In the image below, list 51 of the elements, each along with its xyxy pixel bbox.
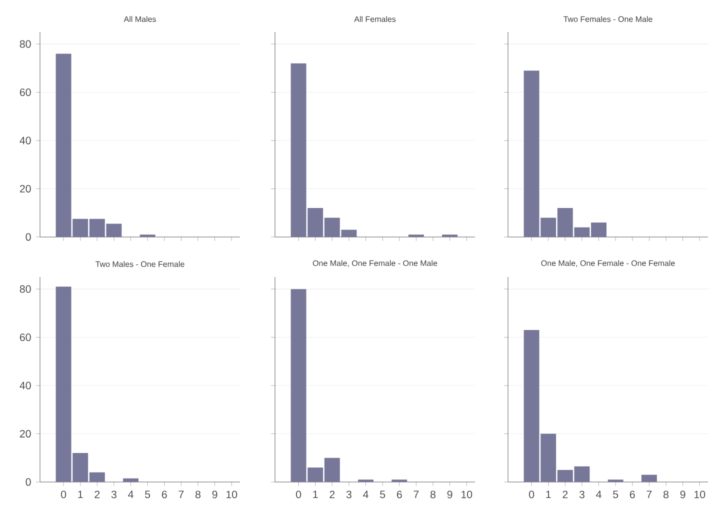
x-tick-label: 9 (447, 490, 452, 498)
chart-title: One Male, One Female - One Male (312, 260, 438, 267)
x-tick-label: 3 (346, 490, 352, 498)
bar (123, 478, 138, 482)
x-tick-label: 5 (613, 490, 618, 498)
x-tick-label: 1 (313, 490, 318, 498)
x-tick-label: 3 (111, 490, 116, 498)
x-tick-label: 0 (296, 490, 302, 498)
x-tick-label: 2 (562, 490, 568, 498)
x-tick-label: 7 (646, 490, 652, 498)
x-tick-label: 1 (78, 490, 83, 498)
chart-title: One Male, One Female - One Female (541, 260, 675, 267)
x-tick-label: 9 (212, 490, 218, 498)
y-tick-label: 0 (26, 233, 31, 241)
x-tick-label: 8 (430, 490, 436, 498)
x-tick-label: 9 (680, 490, 686, 498)
x-tick-label: 1 (546, 490, 551, 498)
chart-title: All Females (354, 16, 396, 22)
x-tick-label: 0 (60, 490, 66, 498)
y-tick-label: 20 (20, 430, 31, 438)
x-tick-label: 4 (596, 490, 602, 498)
x-tick-label: 8 (663, 490, 668, 498)
chart-title: Two Females - One Male (564, 16, 652, 22)
x-tick-label: 10 (226, 490, 238, 498)
x-tick-label: 5 (380, 490, 386, 498)
x-tick-label: 8 (195, 490, 200, 498)
x-tick-label: 2 (330, 490, 335, 498)
x-tick-label: 6 (630, 490, 635, 498)
x-tick-label: 5 (145, 490, 150, 498)
y-tick-label: 20 (20, 184, 31, 193)
x-tick-label: 2 (94, 490, 100, 498)
x-tick-label: 6 (396, 490, 402, 498)
chart-title: All Males (124, 16, 156, 22)
y-tick-label: 60 (20, 334, 31, 342)
chart-title: Two Males - One Female (96, 261, 184, 267)
y-tick-label: 80 (20, 40, 31, 48)
x-tick-label: 0 (528, 490, 534, 498)
x-tick-label: 4 (363, 490, 368, 498)
y-tick-label: 60 (20, 88, 31, 96)
x-tick-label: 3 (579, 490, 584, 498)
y-tick-label: 80 (20, 285, 31, 293)
y-tick-label: 40 (20, 136, 31, 144)
x-tick-label: 6 (162, 490, 167, 498)
x-tick-label: 7 (178, 490, 184, 498)
x-tick-label: 4 (128, 490, 134, 498)
y-tick-label: 0 (26, 478, 31, 486)
bar (641, 474, 657, 482)
x-tick-label: 7 (414, 490, 419, 498)
x-tick-label: 10 (461, 490, 472, 498)
y-tick-label: 40 (20, 382, 31, 390)
x-tick-label: 10 (694, 490, 706, 498)
